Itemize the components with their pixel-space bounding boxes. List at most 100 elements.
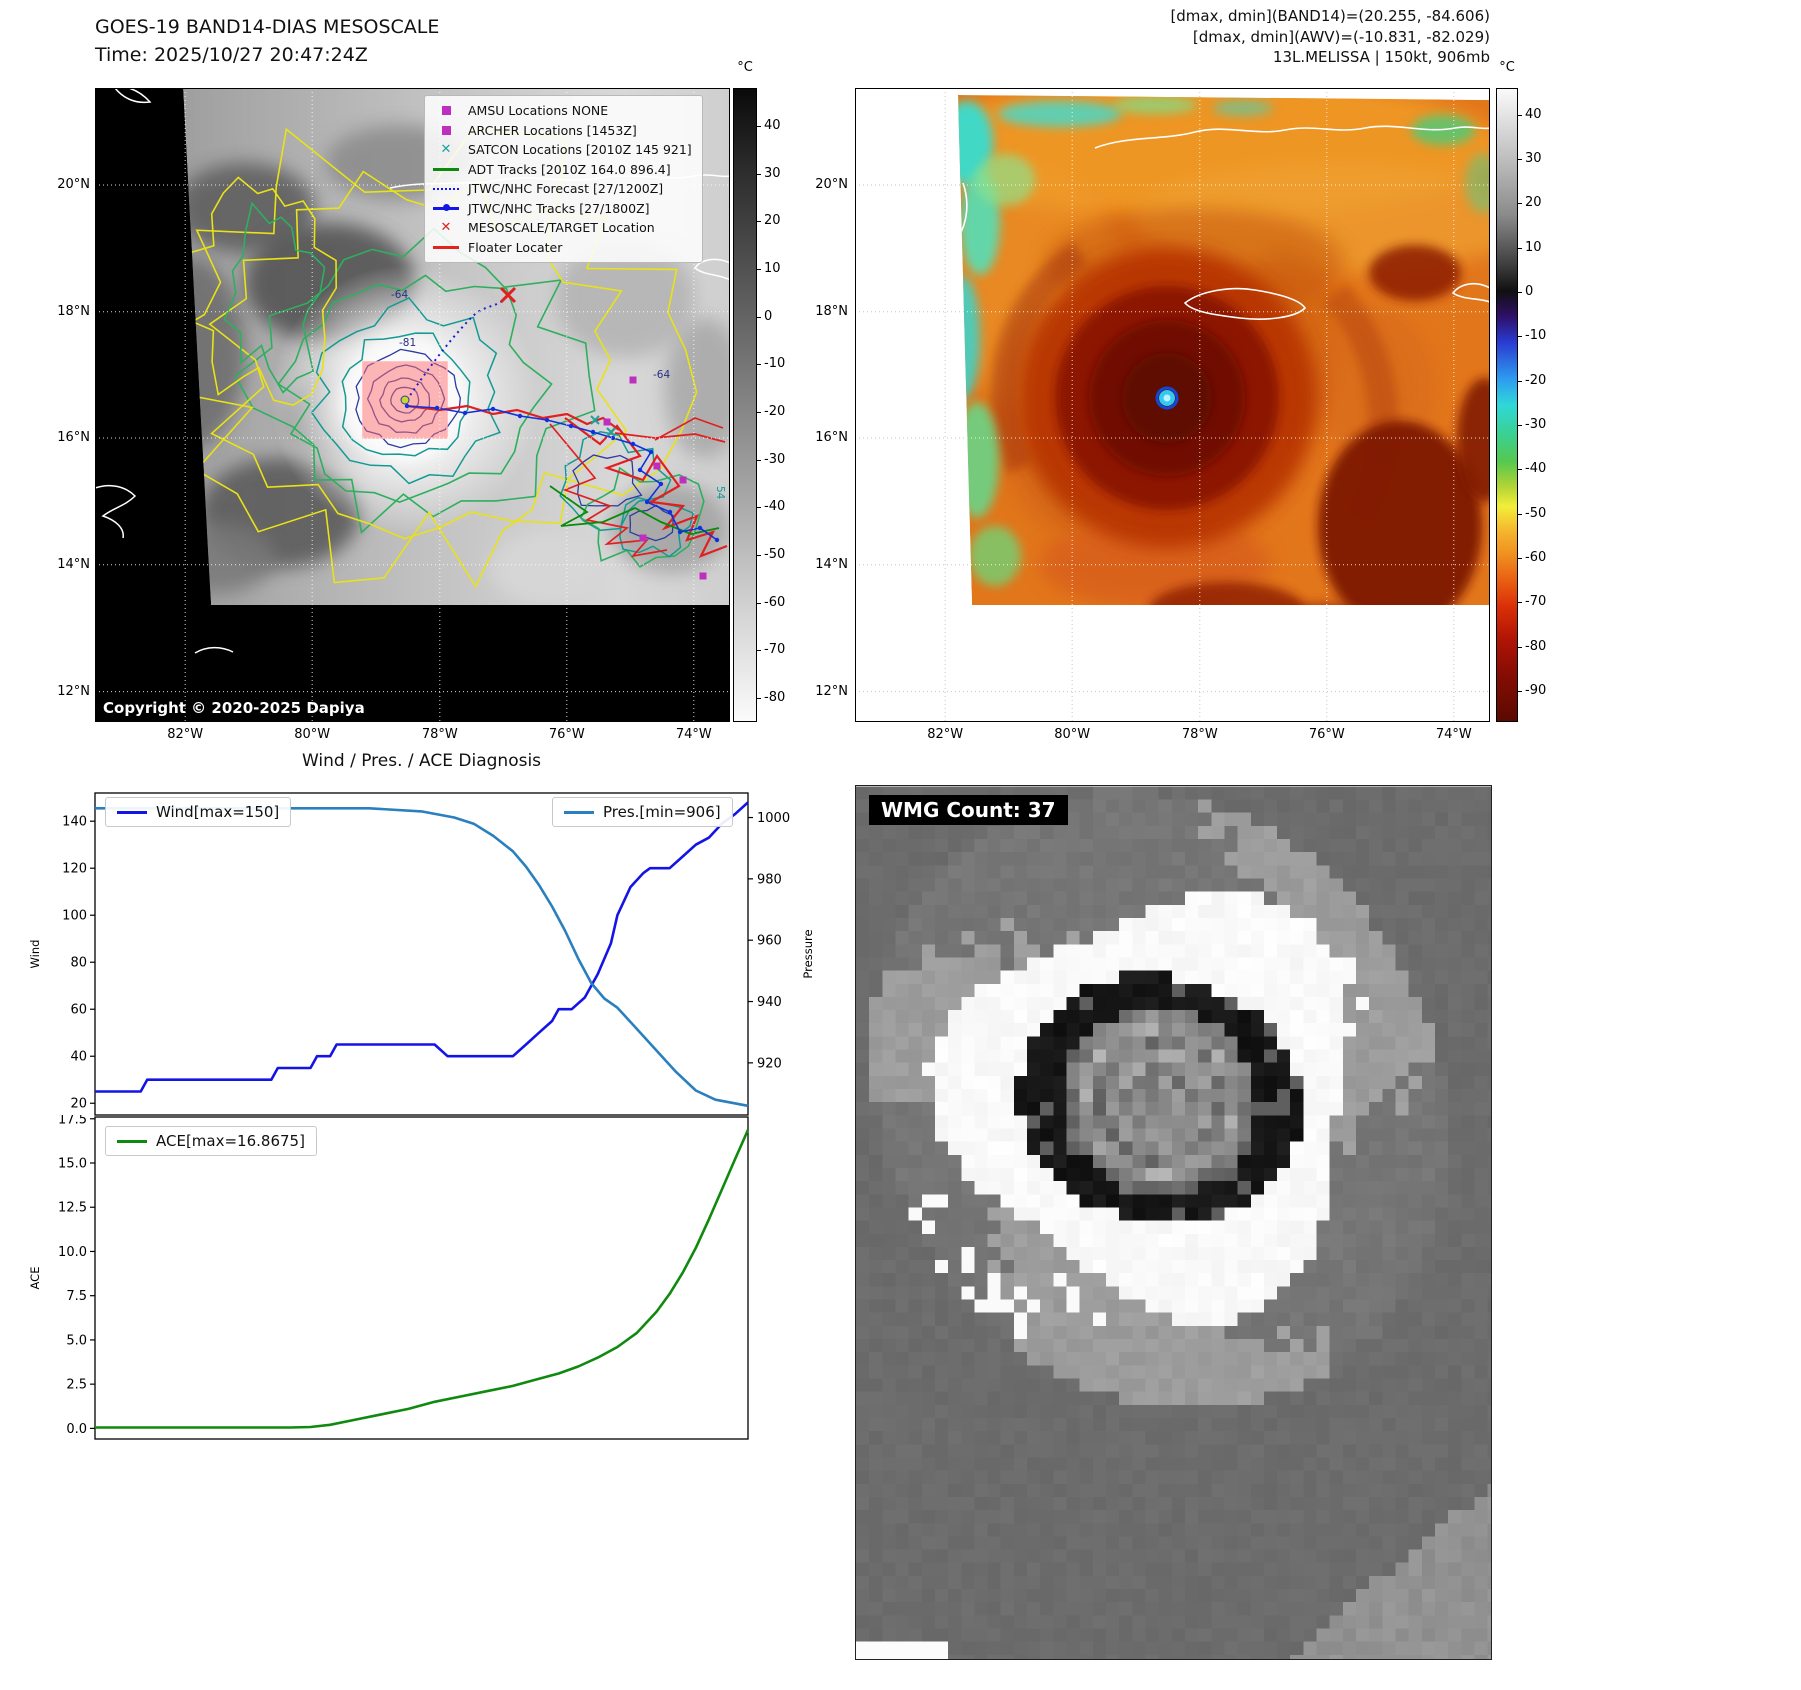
tick-label: 12°N (815, 683, 848, 699)
tick-label: 14°N (815, 556, 848, 572)
colorbar-tick (757, 269, 761, 271)
tr-title: [dmax, dmin](BAND14)=(20.255, -84.606) [… (1055, 6, 1490, 68)
pres-legend: Pres.[min=906] (552, 797, 733, 827)
copyright-text: Copyright © 2020-2025 Dapiya (103, 699, 365, 717)
colorbar-tick (757, 555, 761, 557)
jtwc-forecast-track (406, 294, 509, 401)
coastline (95, 484, 137, 539)
archer-square-marker (629, 376, 637, 384)
target-x-marker (499, 286, 517, 304)
tick-label: -80 (1525, 638, 1547, 654)
axis-tick-label: 15.0 (58, 1157, 87, 1172)
axis-tick-label: 2.5 (66, 1378, 87, 1393)
colorbar-tick (1518, 690, 1522, 692)
coastline (1183, 287, 1307, 320)
tick-label: 82°W (167, 727, 204, 742)
legend-item: ADT Tracks [2010Z 164.0 896.4] (431, 160, 692, 180)
archer-square-marker (653, 462, 661, 470)
tick-label: 14°N (57, 556, 90, 572)
legend-item-label: JTWC/NHC Tracks [27/1800Z] (468, 200, 650, 216)
legend-item: AMSU Locations NONE (431, 101, 692, 121)
colorbar-tick (1518, 114, 1522, 116)
colorbar-tick (1518, 336, 1522, 338)
axis-tick-label: 980 (757, 872, 782, 887)
archer-square-marker (679, 476, 687, 484)
axis-tick-label: 60 (70, 1003, 87, 1018)
tick-label: 80°W (294, 727, 331, 742)
contour-label: 54 (714, 486, 726, 500)
archer-square-marker (603, 418, 611, 426)
legend-item: ✕ SATCON Locations [2010Z 145 921] (431, 140, 692, 160)
wind-legend-swatch (117, 810, 147, 814)
floater-track (654, 417, 724, 441)
tick-label: 20°N (815, 177, 848, 192)
floater-track (564, 417, 728, 559)
wind-legend: Wind[max=150] (105, 797, 292, 827)
tick-label: -60 (1525, 549, 1547, 565)
legend-item-label: SATCON Locations [2010Z 145 921] (468, 142, 692, 158)
tick-label: -40 (1525, 461, 1547, 477)
satcon-x-marker (606, 427, 616, 437)
ace-legend: ACE[max=16.8675] (105, 1126, 317, 1156)
archer-square-marker (699, 572, 707, 580)
legend-item: ARCHER Locations [1453Z] (431, 121, 692, 141)
tick-label: -10 (764, 356, 786, 372)
axis-label: ACE (28, 1267, 42, 1290)
tick-label: 76°W (1308, 727, 1345, 742)
axis-tick-label: 1000 (757, 811, 790, 826)
tick-label: 30 (764, 165, 781, 181)
colorbar-tick (1518, 557, 1522, 559)
x-marker-icon: ✕ (440, 220, 452, 236)
tl-map-legend: AMSU Locations NONE ARCHER Locations [145… (424, 95, 703, 263)
colorbar-tick (1518, 469, 1522, 471)
colorbar-tick (757, 126, 761, 128)
eye-ring (1155, 386, 1179, 410)
line-marker-icon (431, 245, 461, 249)
coastline (114, 88, 152, 104)
colorbar-tick (757, 507, 761, 509)
wmg-pixel-image (855, 785, 1492, 1660)
wmg-pixels (856, 786, 1491, 1659)
axis-tick-label: 40 (70, 1050, 87, 1065)
tick-label: -70 (764, 642, 786, 658)
colorbar-tick (1518, 158, 1522, 160)
coastline (694, 258, 730, 281)
colorbar-tick (1518, 424, 1522, 426)
square-marker-icon (431, 106, 461, 116)
floater-track (614, 432, 726, 443)
tr-title-line2: [dmax, dmin](AWV)=(-10.831, -82.029) (1192, 27, 1490, 46)
axis-tick-label: 100 (62, 909, 87, 924)
tick-label: 18°N (57, 303, 90, 319)
colorbar-tick (757, 650, 761, 652)
wind-pressure-chart: 20 40 60 80 100 120 140 Wind 920 940 960 980 1000 Pre… (28, 792, 815, 1116)
axis-tick-label: 10.0 (58, 1245, 87, 1260)
colorbar-tick (757, 459, 761, 461)
tl-title-line1: GOES-19 BAND14-DIAS MESOSCALE (95, 16, 440, 38)
axis-tick-label: 0.0 (66, 1422, 87, 1437)
tick-label: 16°N (815, 429, 848, 445)
tl-title: GOES-19 BAND14-DIAS MESOSCALE Time: 2025… (95, 14, 439, 69)
axis-tick-label: 960 (757, 934, 782, 949)
wmg-count-label: WMG Count: 37 (869, 795, 1068, 825)
axis-tick-label: 17.5 (58, 1115, 87, 1127)
square-marker-icon (431, 125, 461, 135)
tl-title-line2: Time: 2025/10/27 20:47:24Z (95, 43, 368, 66)
tick-label: -30 (764, 451, 786, 467)
tick-label: -20 (764, 404, 786, 420)
legend-item: Floater Locater (431, 238, 692, 258)
tick-label: 0 (1525, 283, 1534, 299)
colorbar-tick (1518, 291, 1522, 293)
tick-label: 20 (1525, 195, 1542, 211)
x-marker-icon: ✕ (440, 142, 452, 158)
coastline (1451, 282, 1490, 303)
contour-label: -81 (399, 337, 416, 349)
legend-item-label: Floater Locater (468, 239, 563, 255)
axis-tick-label: 120 (62, 862, 87, 877)
line-marker-icon (431, 167, 461, 171)
tr-title-line1: [dmax, dmin](BAND14)=(20.255, -84.606) (1170, 7, 1490, 25)
legend-item-label: JTWC/NHC Forecast [27/1200Z] (468, 181, 664, 197)
jtwc-track (406, 405, 718, 541)
legend-item-label: AMSU Locations NONE (468, 103, 609, 119)
axis-tick-label: 20 (70, 1097, 87, 1112)
axis-tick-label: 940 (757, 995, 782, 1010)
